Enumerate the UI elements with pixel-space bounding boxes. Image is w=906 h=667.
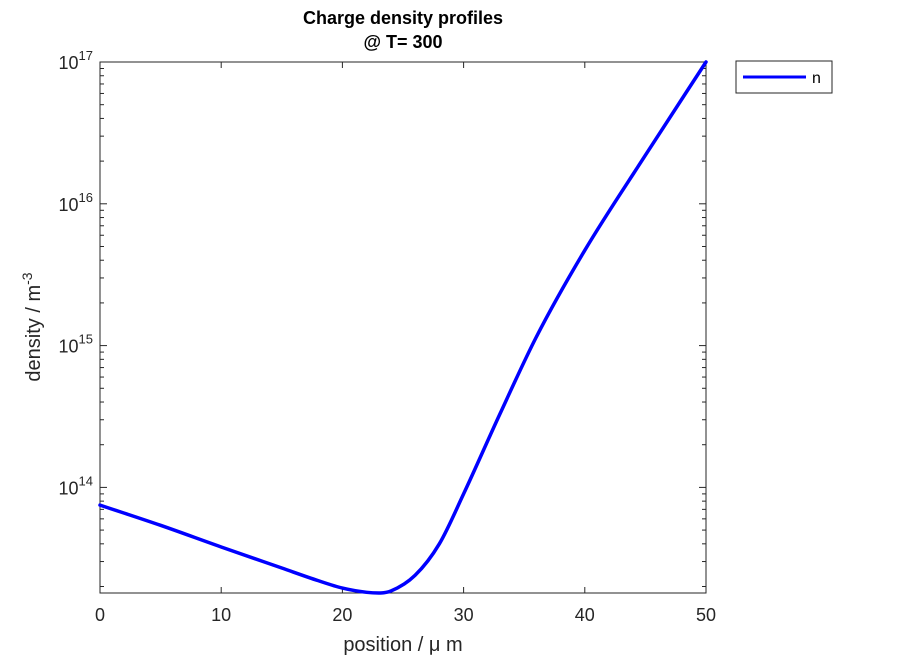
chart-subtitle: @ T= 300 [363,32,442,52]
y-tick-label: 1016 [59,190,94,215]
y-tick-label: 1017 [59,48,94,73]
y-axis-label: density / m-3 [19,272,45,381]
legend: n [735,60,833,94]
chart-title: Charge density profiles [303,8,503,28]
x-tick-label: 10 [211,605,231,625]
x-tick-label: 50 [696,605,716,625]
x-axis-ticks: 0 10 20 30 40 50 [95,62,716,625]
y-tick-label: 1015 [59,332,94,357]
plot-area [99,61,707,594]
y-axis-label-exponent: -3 [19,272,35,285]
x-tick-label: 30 [454,605,474,625]
y-tick-label: 1014 [59,473,94,498]
x-axis-label: position / μ m [343,634,462,656]
y-axis-label-text: density / m [23,285,45,382]
series-line-n [98,60,708,595]
y-axis-ticks: 1014 1015 1016 1017 [59,48,706,588]
x-tick-label: 40 [575,605,595,625]
legend-label: n [812,70,821,87]
series-layer [98,60,708,595]
x-tick-label: 20 [332,605,352,625]
x-tick-label: 0 [95,605,105,625]
